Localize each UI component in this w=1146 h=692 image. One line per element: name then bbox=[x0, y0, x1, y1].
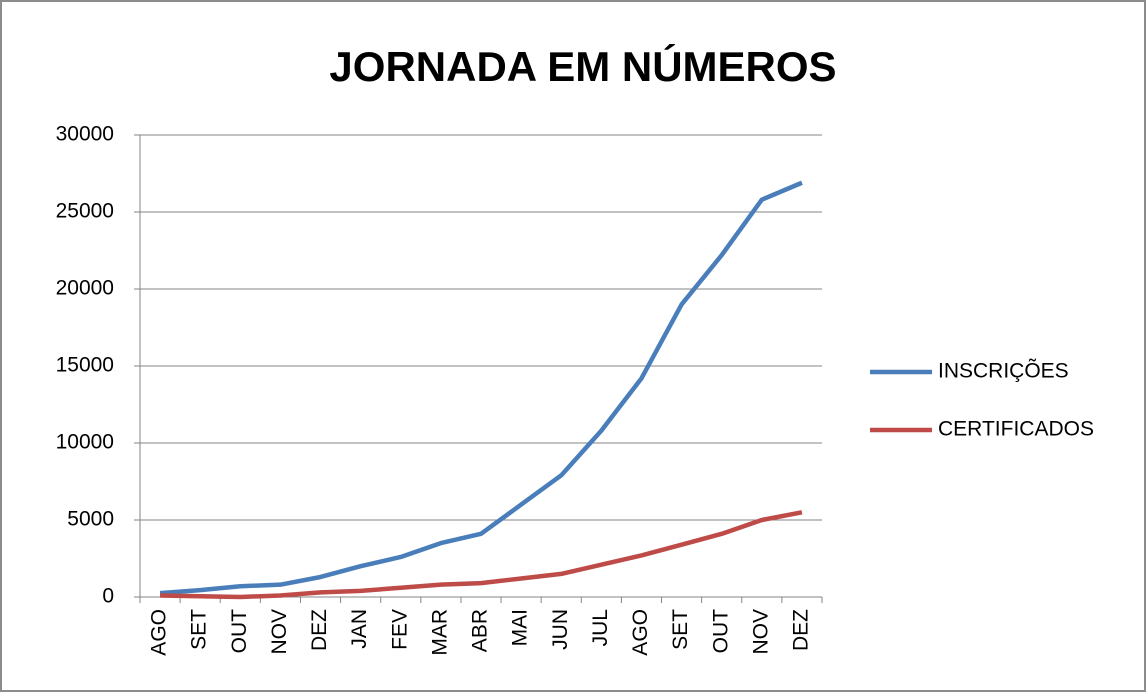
x-tick-label: DEZ bbox=[789, 609, 812, 651]
x-tick-label: NOV bbox=[268, 609, 291, 655]
x-tick-label: MAI bbox=[509, 609, 532, 646]
y-tick-label: 10000 bbox=[56, 431, 114, 454]
x-tick-label: NOV bbox=[749, 609, 772, 655]
x-tick-label: AGO bbox=[148, 609, 171, 656]
y-tick-label: 15000 bbox=[56, 354, 114, 377]
x-tick-label: JUL bbox=[589, 609, 612, 646]
x-tick-label: SET bbox=[188, 609, 211, 650]
y-tick-label: 20000 bbox=[56, 277, 114, 300]
y-tick-label: 25000 bbox=[56, 200, 114, 223]
x-tick-label: ABR bbox=[469, 609, 492, 652]
legend-label: INSCRIÇÕES bbox=[938, 359, 1069, 383]
line-series bbox=[160, 510, 803, 600]
x-tick-label: JAN bbox=[348, 609, 371, 649]
y-tick-label: 5000 bbox=[67, 508, 114, 531]
chart-title: JORNADA EM NÚMEROS bbox=[329, 42, 836, 90]
x-tick-label: DEZ bbox=[308, 609, 331, 651]
x-tick-label: MAR bbox=[428, 609, 451, 656]
x-tick-label: OUT bbox=[709, 609, 732, 654]
x-tick-label: AGO bbox=[629, 609, 652, 656]
x-tick-label: JUN bbox=[549, 609, 572, 650]
line-series bbox=[159, 180, 803, 596]
y-tick-label: 30000 bbox=[56, 123, 114, 146]
x-tick-label: OUT bbox=[228, 609, 251, 654]
y-tick-label: 0 bbox=[102, 585, 114, 608]
x-tick-label: FEV bbox=[388, 609, 411, 650]
legend-label: CERTIFICADOS bbox=[938, 418, 1094, 441]
x-tick-label: SET bbox=[669, 609, 692, 650]
